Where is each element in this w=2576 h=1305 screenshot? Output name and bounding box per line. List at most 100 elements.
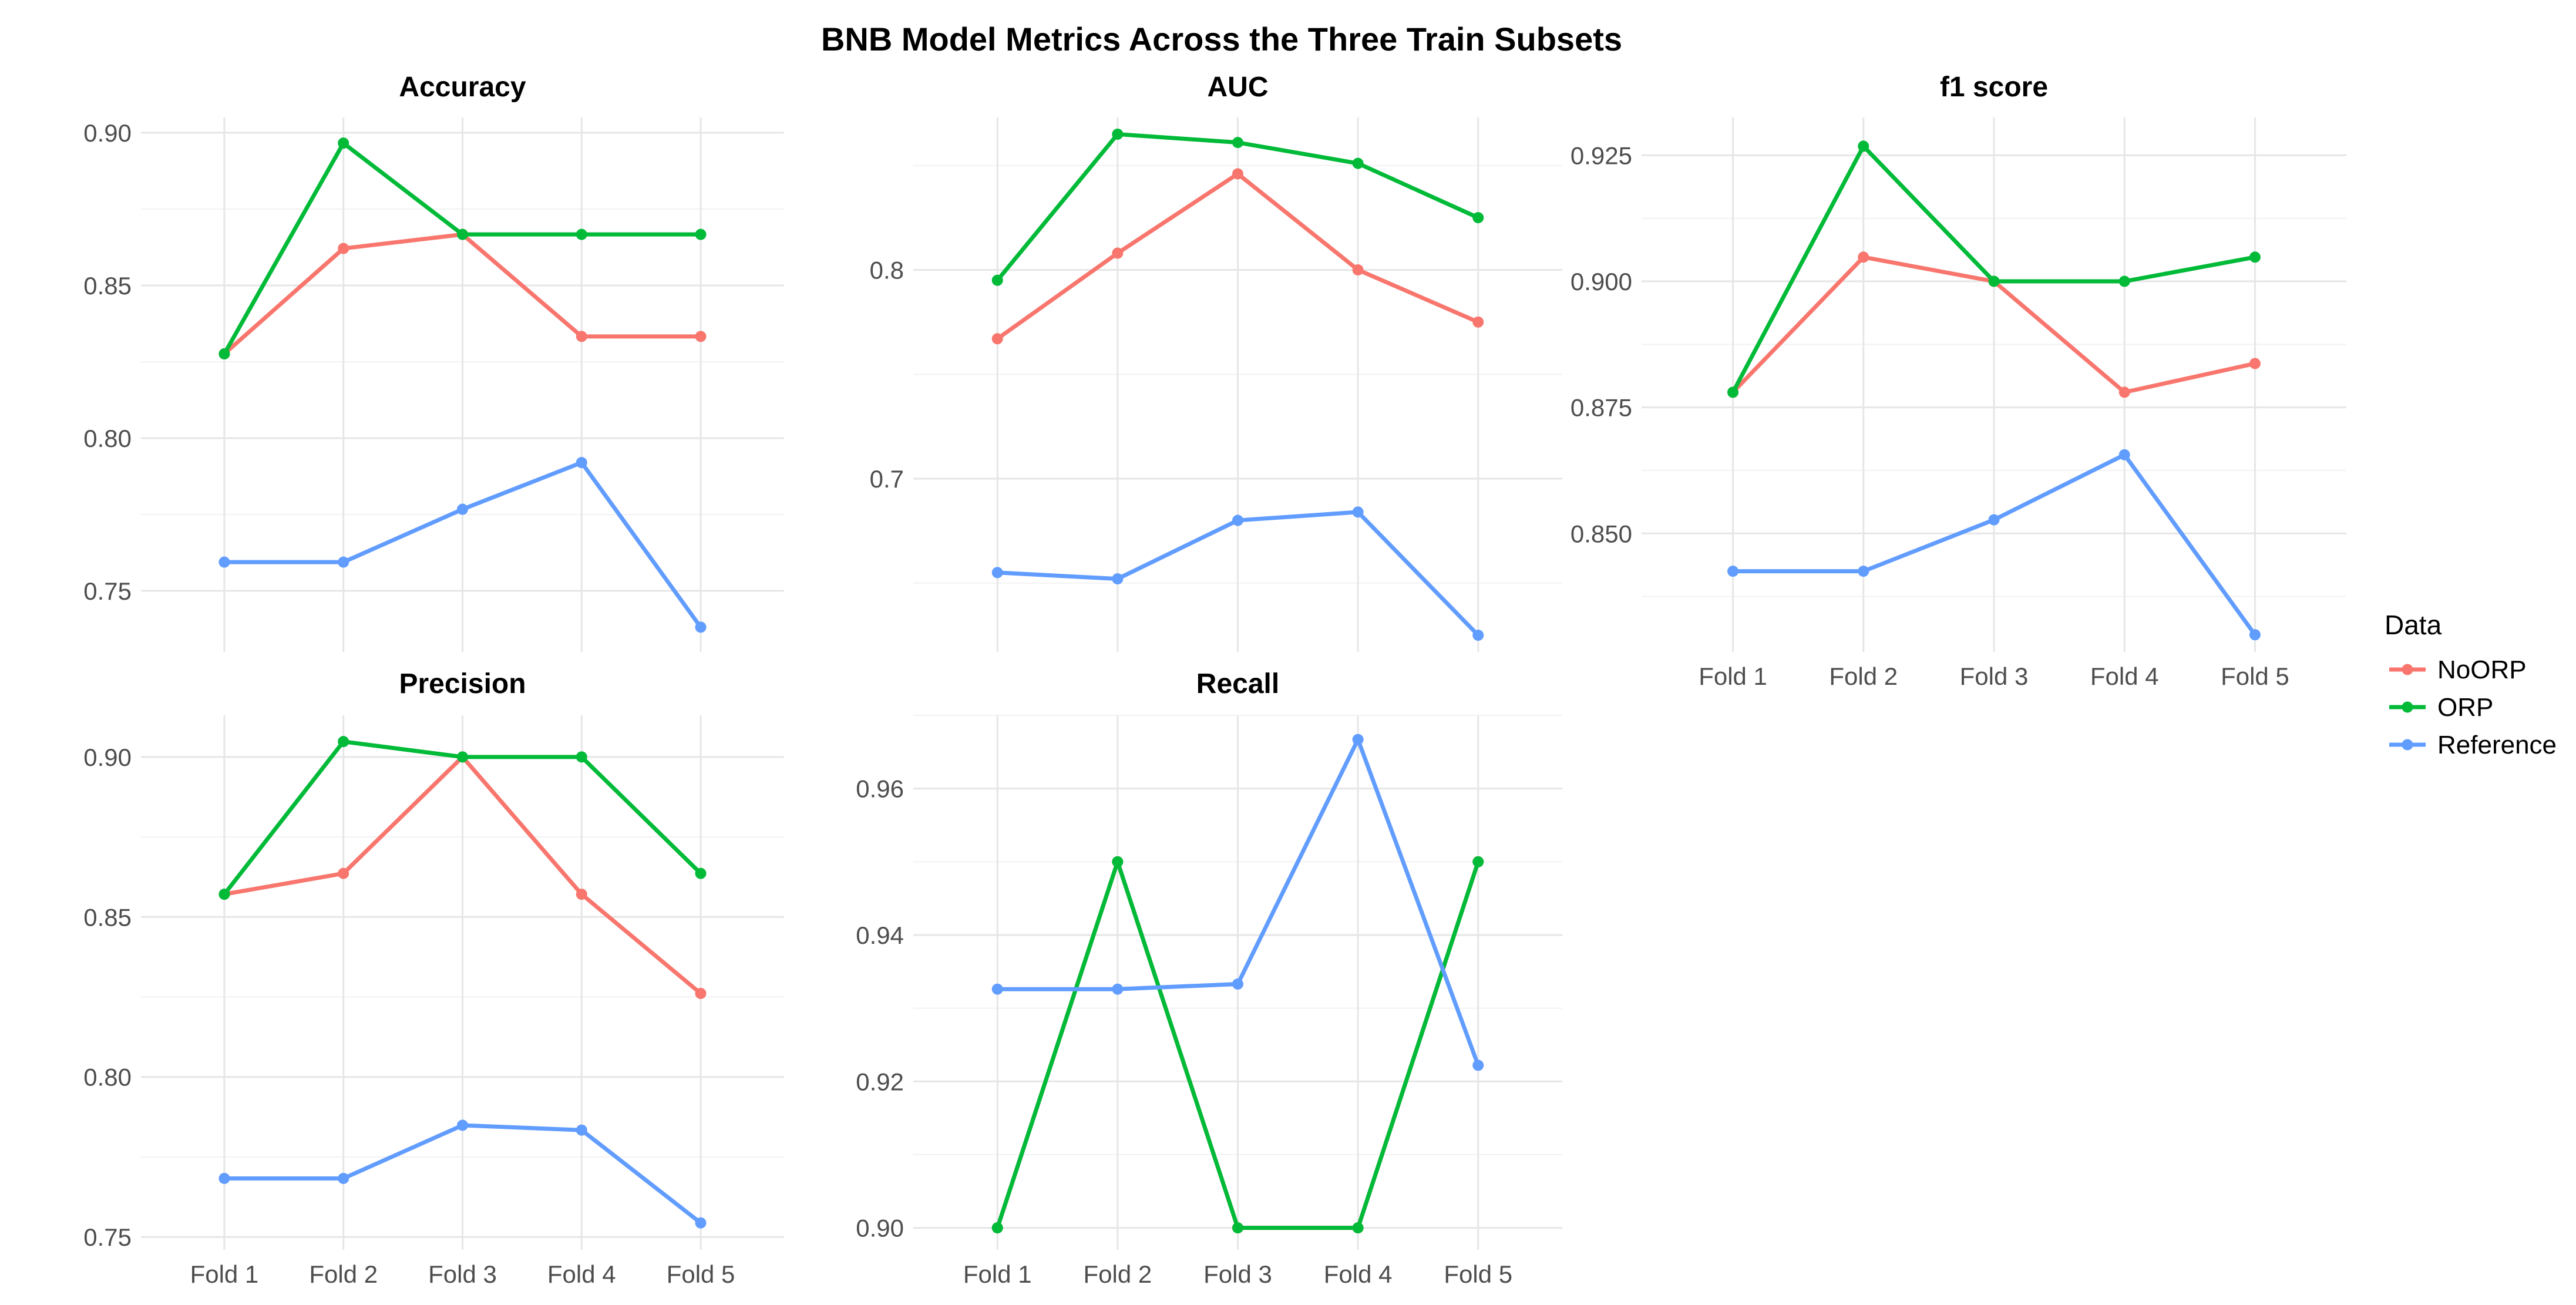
data-point-noorp: [695, 331, 707, 342]
chart-title: BNB Model Metrics Across the Three Train…: [821, 21, 1622, 58]
data-point-orp: [576, 751, 587, 763]
data-point-reference: [695, 621, 707, 633]
y-tick-label: 0.850: [1571, 520, 1632, 547]
data-point-noorp: [1472, 316, 1484, 328]
panel-title: f1 score: [1940, 72, 2048, 103]
data-point-orp: [1232, 137, 1243, 149]
data-point-reference: [991, 567, 1003, 578]
data-point-reference: [695, 1217, 707, 1229]
y-tick-label: 0.80: [83, 1064, 132, 1091]
data-point-orp: [2249, 251, 2261, 263]
y-tick-label: 0.85: [83, 903, 132, 931]
data-point-reference: [2118, 449, 2130, 460]
x-tick-label: Fold 3: [1960, 662, 2029, 690]
data-point-reference: [1112, 983, 1124, 995]
panel-f1-score: 0.850 0.875 0.900 0.925 Fold 1 Fold 2 Fold 3 Fo…: [1571, 72, 2346, 690]
panel-title: Precision: [399, 668, 526, 699]
data-point-reference: [457, 1119, 468, 1131]
data-point-orp: [2118, 275, 2130, 287]
data-point-reference: [1352, 506, 1364, 518]
data-point-noorp: [2249, 358, 2261, 369]
y-tick-label: 0.90: [83, 119, 132, 147]
y-tick-label: 0.900: [1571, 268, 1632, 295]
data-point-orp: [991, 1222, 1003, 1234]
x-tick-label: Fold 4: [2090, 662, 2159, 690]
data-point-orp: [338, 736, 349, 748]
data-point-orp: [1352, 1222, 1364, 1234]
y-tick-label: 0.75: [83, 577, 132, 605]
legend: Data NoORP ORP Reference: [2385, 610, 2557, 759]
panel-accuracy: 0.75 0.80 0.85 0.90 Accuracy: [83, 72, 784, 652]
legend-entry-noorp: NoORP: [2437, 655, 2527, 684]
panel-title: Recall: [1196, 668, 1279, 699]
x-tick-label: Fold 1: [963, 1260, 1032, 1288]
y-tick-label: 0.925: [1571, 142, 1632, 169]
data-point-reference: [1232, 978, 1243, 990]
data-point-orp: [1472, 212, 1484, 224]
data-point-noorp: [1112, 247, 1124, 259]
x-tick-label: Fold 2: [1829, 662, 1898, 690]
data-point-reference: [1988, 514, 2000, 526]
data-point-orp: [457, 751, 468, 763]
data-point-reference: [1232, 514, 1243, 526]
data-point-noorp: [1232, 168, 1243, 180]
data-point-reference: [2249, 629, 2261, 641]
y-tick-label: 0.875: [1571, 394, 1632, 422]
panel-auc: 0.7 0.8 AUC: [870, 72, 1562, 652]
data-point-orp: [695, 867, 707, 879]
data-point-noorp: [576, 331, 587, 342]
data-point-orp: [1727, 386, 1739, 398]
data-point-orp: [1858, 140, 1869, 152]
x-tick-label: Fold 2: [309, 1260, 378, 1288]
legend-title: Data: [2385, 610, 2442, 640]
data-point-reference: [991, 983, 1003, 995]
data-point-reference: [1858, 566, 1869, 577]
x-tick-label: Fold 3: [428, 1260, 497, 1288]
data-point-orp: [218, 348, 230, 359]
y-tick-label: 0.96: [856, 775, 904, 803]
panel-title: Accuracy: [399, 72, 526, 103]
data-point-noorp: [576, 889, 587, 900]
data-point-orp: [457, 228, 468, 240]
y-tick-label: 0.80: [83, 425, 132, 452]
data-point-reference: [457, 503, 468, 515]
y-tick-label: 0.7: [870, 465, 904, 493]
data-point-orp: [1112, 128, 1124, 140]
x-tick-label: Fold 5: [1444, 1260, 1512, 1288]
data-point-orp: [695, 228, 707, 240]
data-point-orp: [991, 274, 1003, 286]
y-tick-label: 0.75: [83, 1223, 132, 1251]
data-point-reference: [1472, 1060, 1484, 1071]
data-point-orp: [1988, 275, 2000, 287]
data-point-noorp: [338, 243, 349, 254]
data-point-reference: [576, 457, 587, 469]
x-tick-label: Fold 1: [1699, 662, 1767, 690]
data-point-orp: [1232, 1222, 1243, 1234]
x-tick-label: Fold 3: [1203, 1260, 1272, 1288]
y-tick-label: 0.94: [856, 921, 904, 949]
data-point-reference: [1112, 573, 1124, 585]
x-tick-label: Fold 5: [2221, 662, 2289, 690]
legend-key-point: [2402, 701, 2413, 713]
data-point-orp: [338, 137, 349, 149]
legend-key-point: [2402, 739, 2413, 751]
data-point-orp: [218, 889, 230, 900]
y-tick-label: 0.90: [856, 1215, 904, 1242]
data-point-reference: [576, 1124, 587, 1136]
x-tick-label: Fold 4: [547, 1260, 616, 1288]
data-point-reference: [338, 556, 349, 568]
x-tick-label: Fold 4: [1324, 1260, 1393, 1288]
y-tick-label: 0.92: [856, 1068, 904, 1095]
x-tick-label: Fold 1: [190, 1260, 259, 1288]
panel-precision: 0.75 0.80 0.85 0.90 Fold 1 Fold 2 Fold 3 Fold 4…: [83, 668, 784, 1288]
legend-key-point: [2402, 664, 2413, 675]
data-point-noorp: [695, 988, 707, 1000]
data-point-orp: [1472, 856, 1484, 867]
data-point-orp: [1352, 157, 1364, 169]
data-point-noorp: [338, 867, 349, 879]
y-tick-label: 0.90: [83, 744, 132, 771]
data-point-orp: [1112, 856, 1124, 867]
data-point-noorp: [991, 333, 1003, 345]
facet-panels: 0.750.800.850.90Accuracy0.70.8AUC0.8500.…: [83, 72, 2346, 1288]
